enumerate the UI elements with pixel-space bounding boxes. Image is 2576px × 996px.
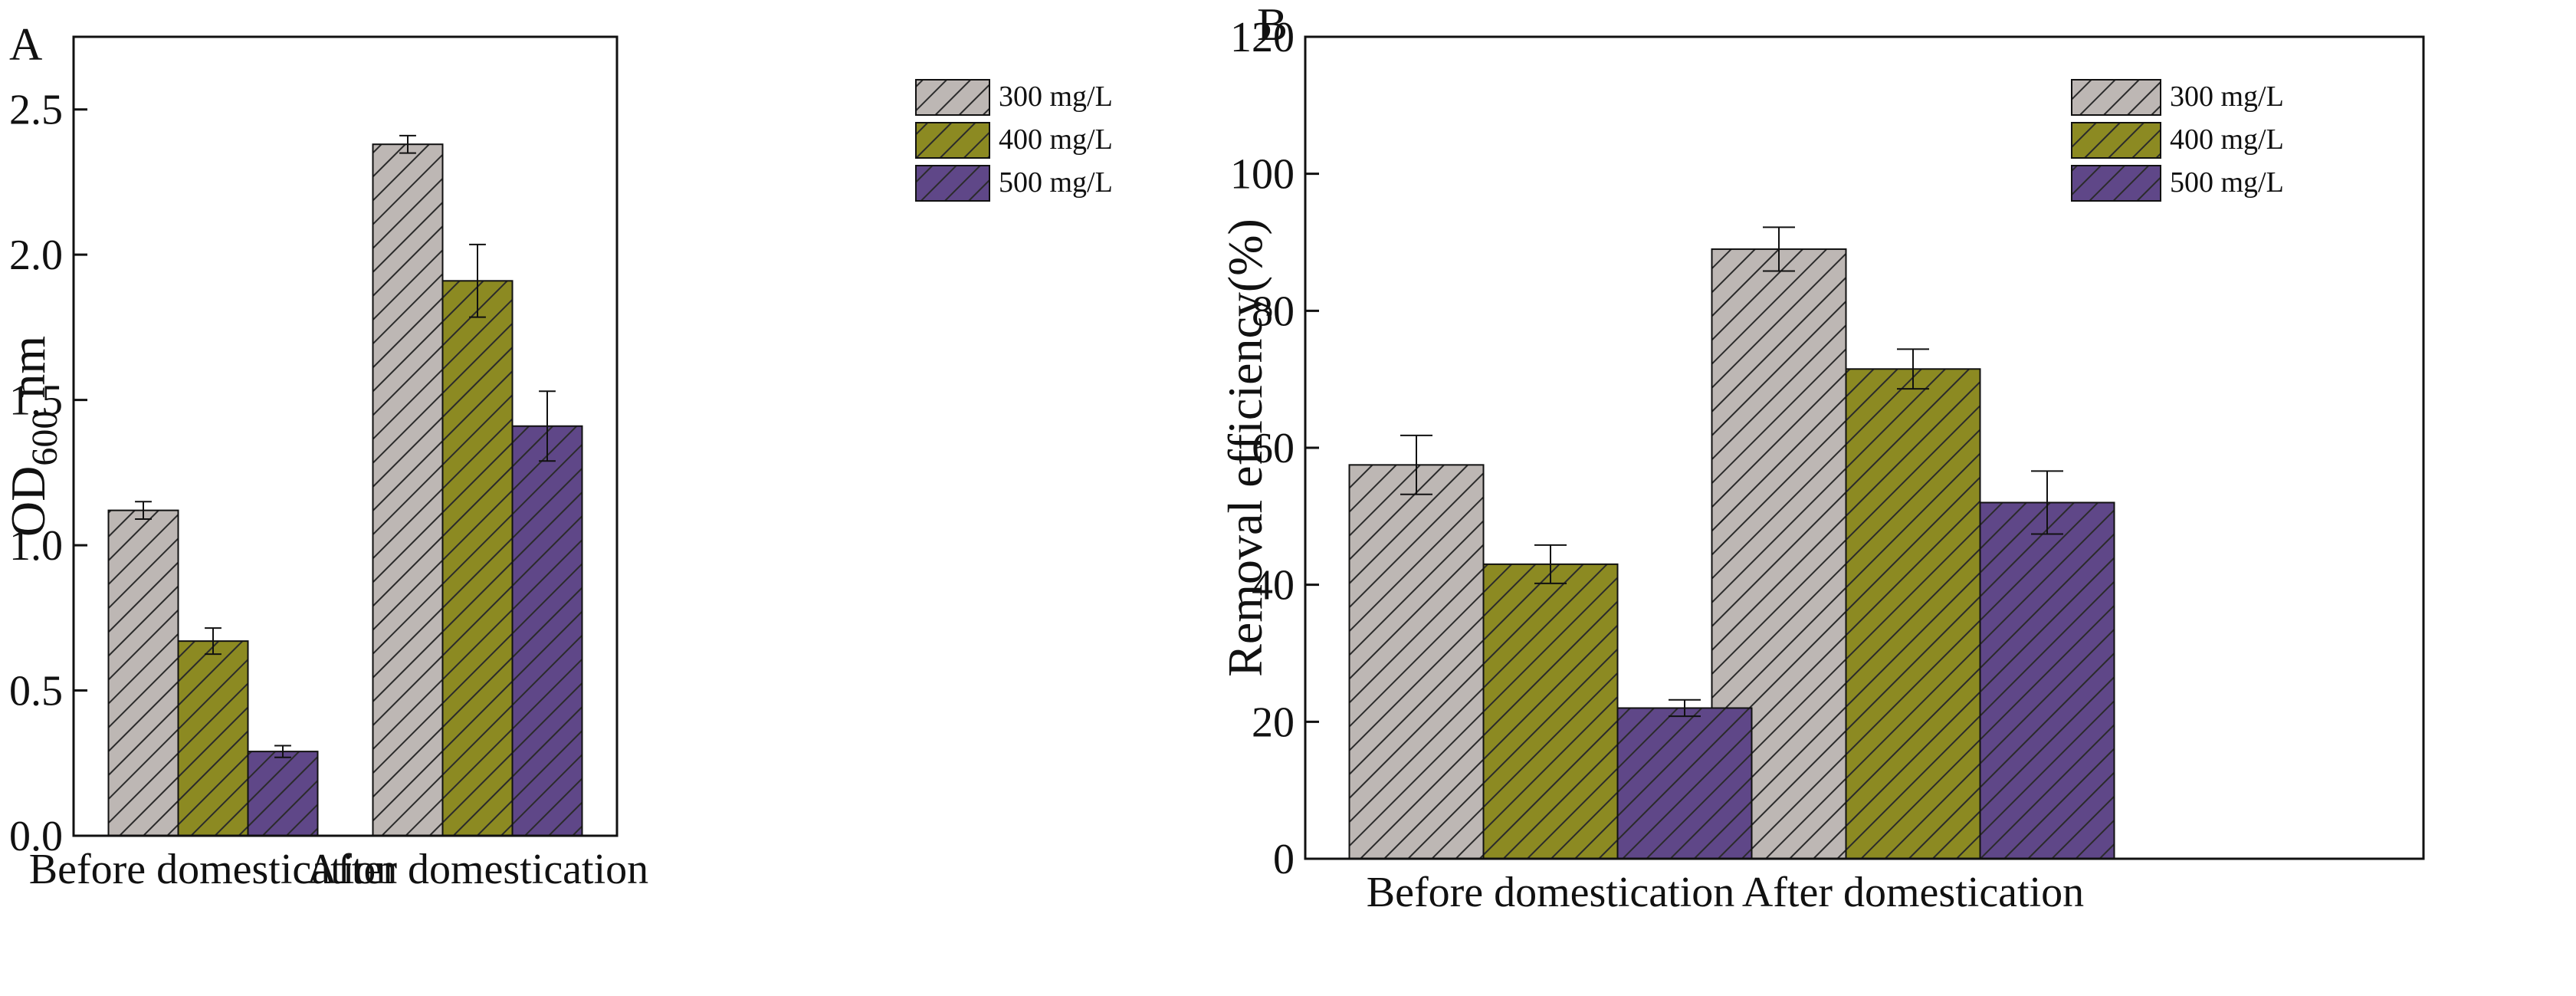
panel-b-xtick-label-before: Before domestication	[1367, 869, 1735, 916]
panel-a-errorbar-500-after	[539, 390, 556, 462]
panel-b-errorbar-300-before	[1400, 434, 1432, 495]
panel-b-bar-500-before	[1616, 707, 1753, 860]
panel-b-errorbar-400-before	[1534, 544, 1567, 584]
panel-a-ytick-label-1: 0.5	[9, 668, 63, 715]
legend-swatch-500	[915, 165, 990, 202]
panel-a-errorbar-500-before	[274, 745, 291, 758]
legend-swatch-300	[915, 79, 990, 116]
panel-a-bar-500-before	[247, 751, 319, 837]
panel-a-bar-300-before	[107, 509, 179, 837]
panel-b-ytick-label-3: 60	[1252, 425, 1295, 472]
panel-b: B 0 20 40 60 80 100 120 Before domestication Aft…	[1218, 0, 2425, 916]
legend-label-500: 500 mg/L	[2170, 166, 2284, 199]
legend-label-500: 500 mg/L	[999, 166, 1113, 199]
legend-swatch-400	[2071, 122, 2161, 159]
legend-label-300: 300 mg/L	[999, 81, 1113, 113]
panel-a-legend: 300 mg/L 400 mg/L 500 mg/L	[915, 79, 1113, 202]
panel-b-letter: B	[1257, 0, 1288, 50]
panel-b-legend: 300 mg/L 400 mg/L 500 mg/L	[2071, 79, 2284, 202]
legend-swatch-300	[2071, 79, 2161, 116]
panel-a-bar-400-before	[177, 640, 249, 837]
legend-label-400: 400 mg/L	[999, 123, 1113, 156]
panel-b-errorbar-500-before	[1669, 699, 1701, 718]
panel-a-ytick-label-2: 1.0	[9, 522, 63, 570]
panel-b-ytick-label-0: 0	[1273, 836, 1295, 883]
panel-b-ytick-label-4: 80	[1252, 288, 1295, 335]
panel-b-errorbar-400-after	[1897, 348, 1929, 390]
panel-b-errorbar-300-after	[1763, 226, 1795, 272]
panel-b-y-axis-label: Removal efficiency(%)	[1218, 219, 1272, 677]
panel-a-ytick-label-0: 0.0	[9, 813, 63, 860]
legend-label-400: 400 mg/L	[2170, 123, 2284, 156]
legend-swatch-500	[2071, 165, 2161, 202]
panel-b-bar-400-after	[1845, 368, 1981, 860]
panel-b-xtick-label-after: After domestication	[1742, 869, 2084, 916]
panel-b-plot-area: 0 20 40 60 80 100 120 Before domestication After…	[1218, 14, 2425, 916]
panel-a-bar-300-after	[372, 143, 444, 837]
panel-a-plot-area: 0.0 0.5 1.0 1.5 2.0 2.5 Before domesticationAf…	[1, 35, 1113, 893]
panel-a-xtick-label-after: After domestication	[307, 846, 648, 893]
panel-a-errorbar-400-after	[469, 243, 486, 318]
legend-swatch-400	[915, 122, 990, 159]
panel-b-ytick-label-6: 120	[1230, 14, 1295, 61]
panel-a-errorbar-300-before	[135, 501, 152, 520]
panel-a-y-axis-label: OD600 nm	[1, 336, 65, 537]
legend-label-300: 300 mg/L	[2170, 81, 2284, 113]
panel-a-errorbar-400-before	[205, 627, 222, 656]
panel-b-bar-300-before	[1348, 464, 1485, 860]
panel-a-ytick-label-3: 1.5	[9, 377, 63, 425]
panel-b-bar-400-before	[1482, 563, 1619, 860]
panel-b-bar-500-after	[1979, 501, 2115, 860]
panel-a-axes-frame	[72, 35, 619, 837]
panel-a-letter: A	[9, 19, 42, 70]
panel-b-ytick-label-2: 40	[1252, 562, 1295, 610]
panel-a-ytick-label-4: 2.0	[9, 232, 63, 279]
panel-a-bar-500-after	[511, 425, 583, 837]
panel-b-errorbar-500-after	[2031, 470, 2063, 535]
panel-b-ytick-label-1: 20	[1252, 699, 1295, 746]
panel-a-errorbar-300-after	[399, 134, 416, 154]
panel-a-ytick-label-5: 2.5	[9, 87, 63, 134]
panel-a: A 0.0 0.5 1.0 1.5 2.0 2.5 Before domestication…	[1, 19, 1113, 893]
panel-a-xtick-label-before: Before domestication	[29, 846, 398, 893]
panel-b-ytick-label-5: 100	[1230, 151, 1295, 199]
panel-a-bar-400-after	[441, 280, 514, 837]
